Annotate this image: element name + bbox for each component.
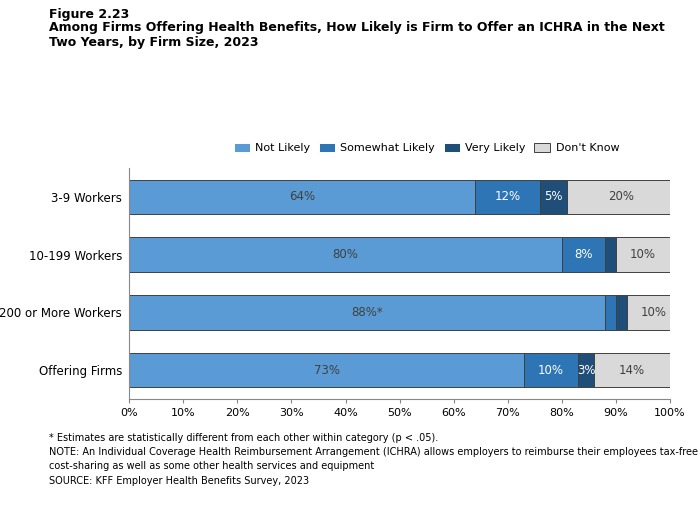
Text: NOTE: An Individual Coverage Health Reimbursement Arrangement (ICHRA) allows emp: NOTE: An Individual Coverage Health Reim… — [49, 447, 698, 457]
Bar — [627, 295, 681, 330]
Bar — [616, 237, 670, 272]
Text: 10%: 10% — [538, 364, 564, 376]
Text: 5%: 5% — [544, 191, 563, 203]
Text: 10%: 10% — [630, 248, 656, 261]
Text: SOURCE: KFF Employer Health Benefits Survey, 2023: SOURCE: KFF Employer Health Benefits Sur… — [49, 476, 309, 486]
Text: Among Firms Offering Health Benefits, How Likely is Firm to Offer an ICHRA in th: Among Firms Offering Health Benefits, Ho… — [49, 21, 664, 34]
Text: 64%: 64% — [289, 191, 315, 203]
Text: Figure 2.23: Figure 2.23 — [49, 8, 129, 21]
Text: Two Years, by Firm Size, 2023: Two Years, by Firm Size, 2023 — [49, 36, 258, 49]
Bar — [594, 353, 670, 387]
Bar — [129, 180, 475, 214]
Bar — [129, 353, 524, 387]
Bar — [605, 237, 616, 272]
Text: 3%: 3% — [577, 364, 595, 376]
Bar — [567, 180, 676, 214]
Legend: Not Likely, Somewhat Likely, Very Likely, Don't Know: Not Likely, Somewhat Likely, Very Likely… — [230, 139, 623, 158]
Text: * Estimates are statistically different from each other within category (p < .05: * Estimates are statistically different … — [49, 433, 438, 443]
Bar — [578, 353, 594, 387]
Bar — [524, 353, 578, 387]
Text: 80%: 80% — [332, 248, 359, 261]
Bar — [616, 295, 627, 330]
Bar — [475, 180, 540, 214]
Text: 14%: 14% — [619, 364, 645, 376]
Bar — [540, 180, 567, 214]
Text: cost-sharing as well as some other health services and equipment: cost-sharing as well as some other healt… — [49, 461, 374, 471]
Bar — [129, 237, 562, 272]
Text: 20%: 20% — [609, 191, 634, 203]
Text: 88%*: 88%* — [351, 306, 383, 319]
Text: 73%: 73% — [313, 364, 339, 376]
Bar — [129, 295, 605, 330]
Text: 12%: 12% — [495, 191, 521, 203]
Text: 10%: 10% — [641, 306, 667, 319]
Text: 8%: 8% — [574, 248, 593, 261]
Bar — [605, 295, 616, 330]
Bar — [562, 237, 605, 272]
